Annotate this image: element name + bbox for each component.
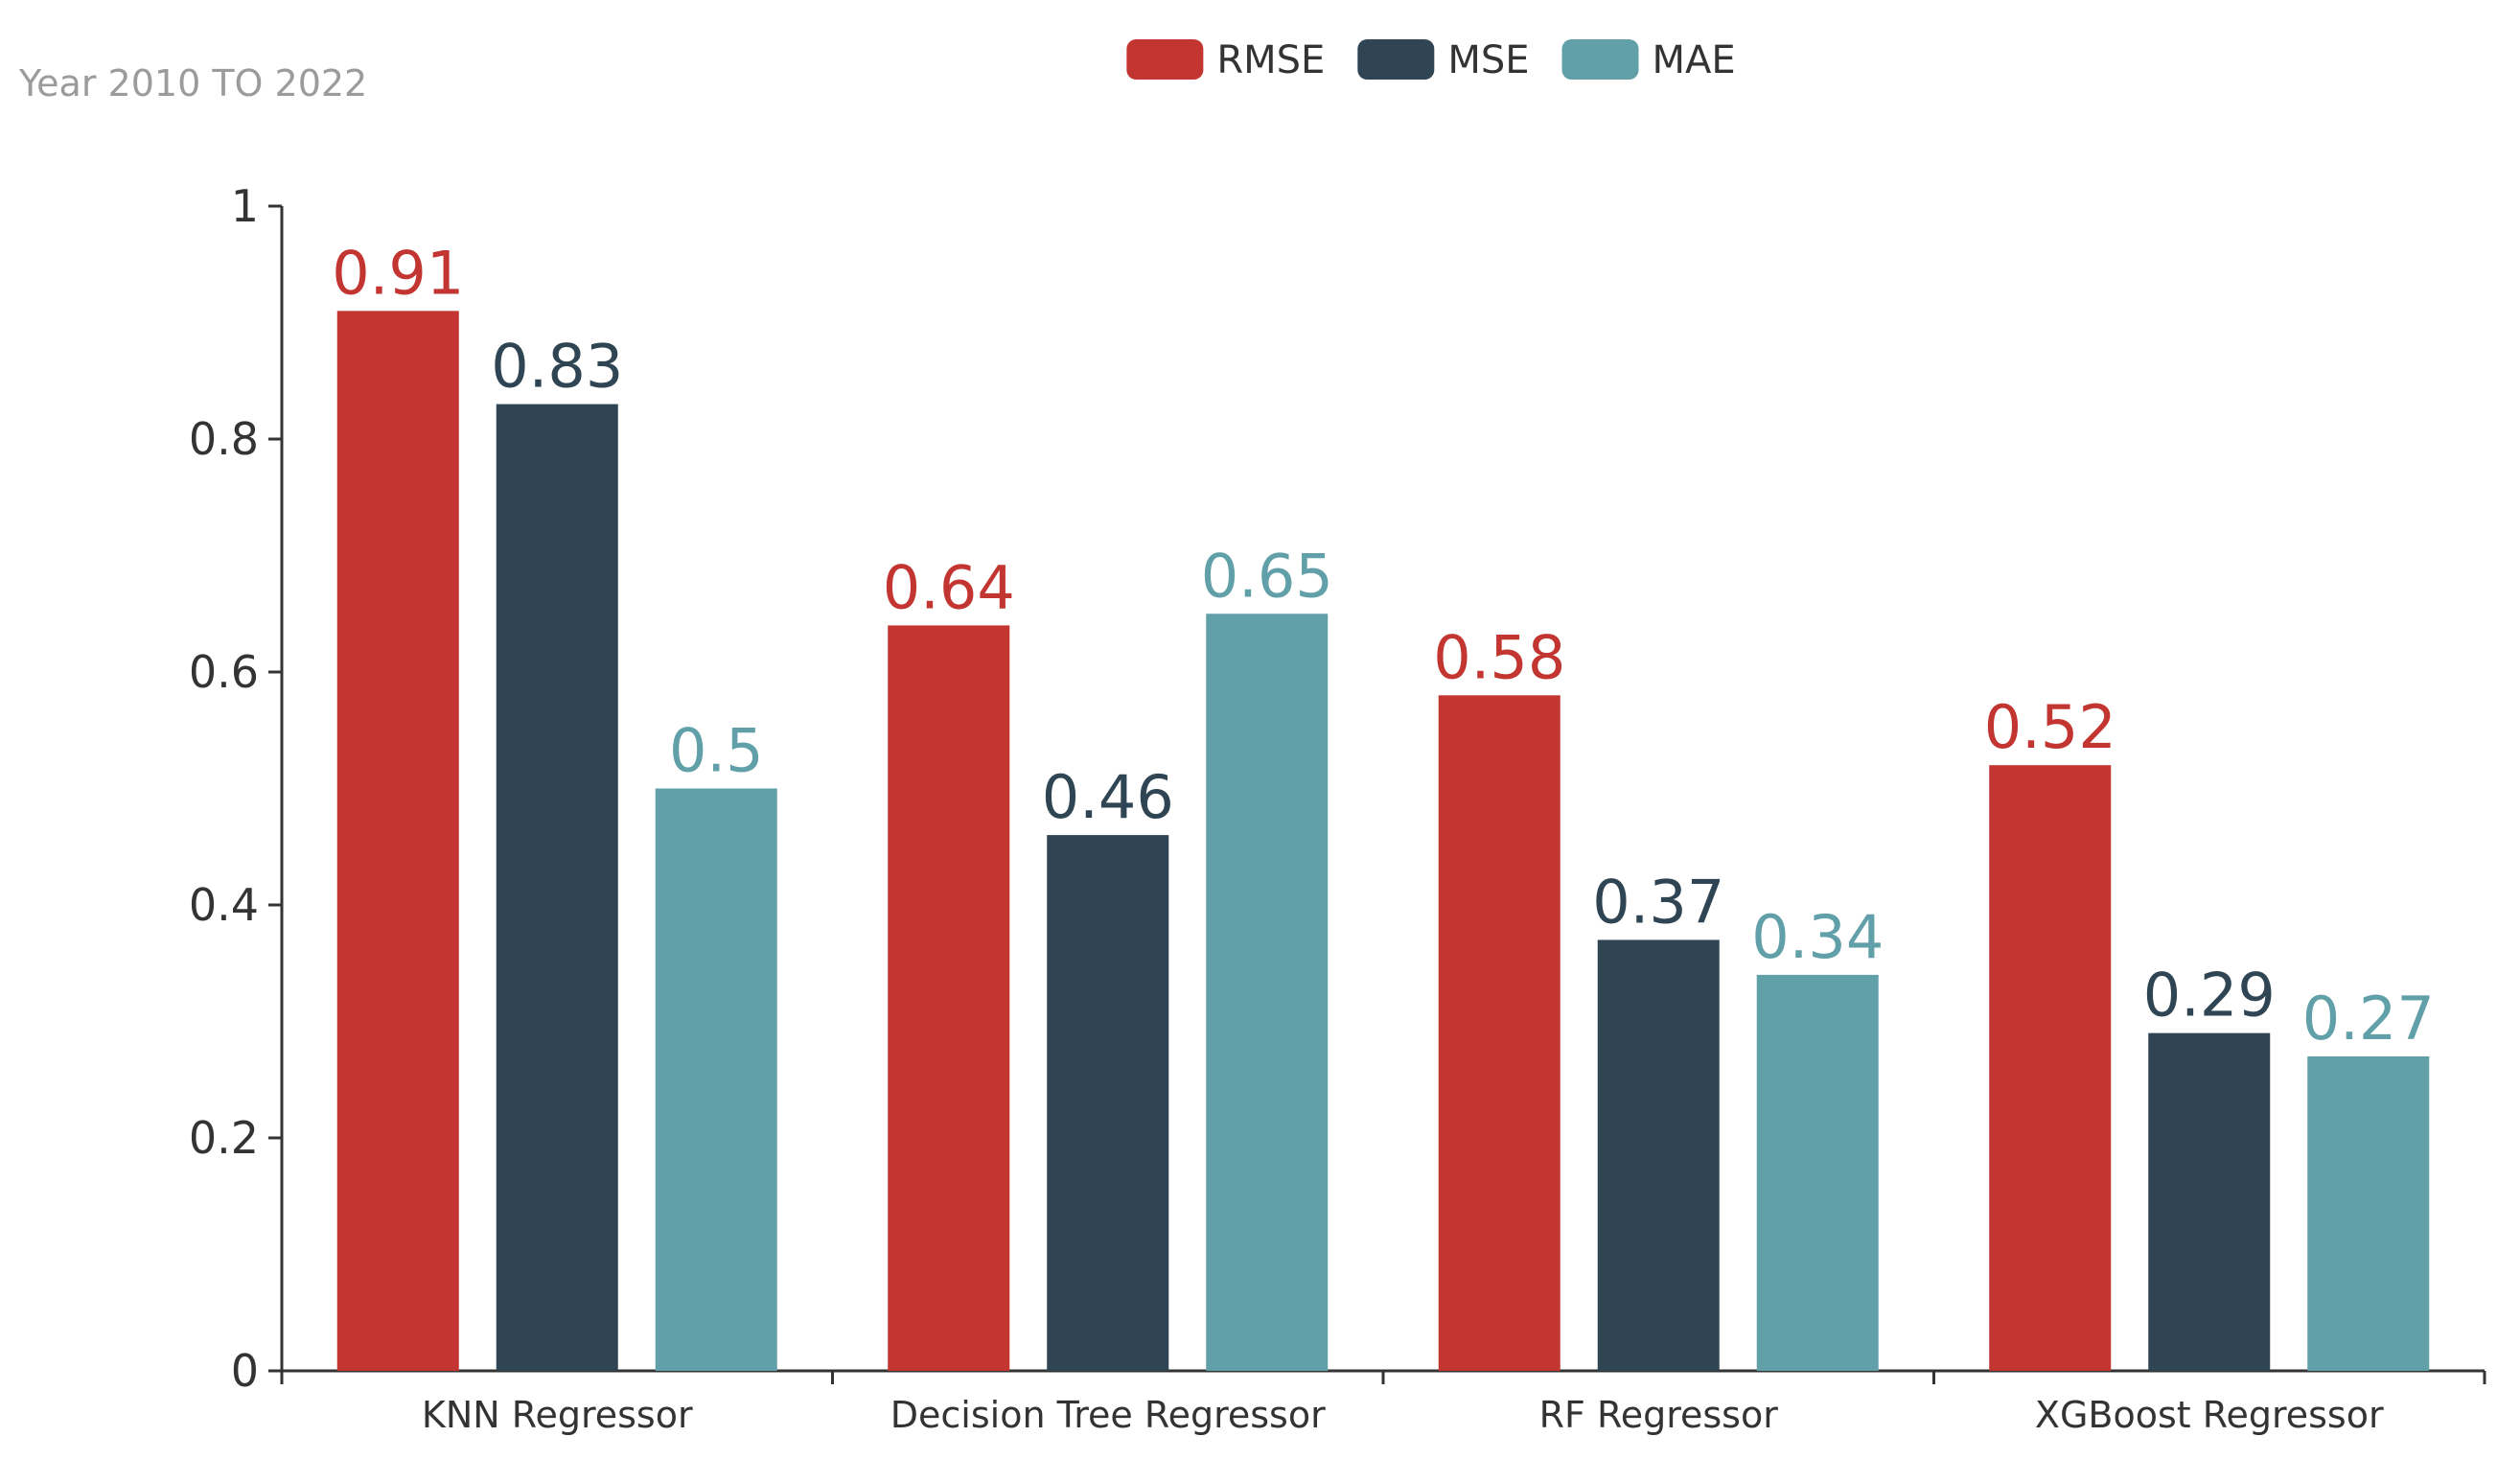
data-label-rmse-knn-regressor: 0.91 [332,238,464,308]
bar-mae-knn-regressor [655,788,777,1371]
x-tick-label-knn-regressor: KNN Regressor [422,1394,693,1436]
x-tick-label-rf-regressor: RF Regressor [1539,1394,1779,1436]
legend: RMSE MSE MAE [1126,38,1736,82]
data-label-mse-rf-regressor: 0.37 [1592,867,1724,937]
bar-mse-xgboost-regressor [2148,1032,2271,1371]
y-tick-label: 1 [231,180,259,232]
data-label-mae-rf-regressor: 0.34 [1751,902,1884,972]
data-label-mae-decision-tree-regressor: 0.65 [1201,541,1333,611]
data-label-mse-decision-tree-regressor: 0.46 [1042,762,1174,832]
bar-mae-rf-regressor [1756,974,1879,1371]
legend-swatch-mse [1357,39,1435,80]
legend-item-mse[interactable]: MSE [1357,38,1530,82]
data-label-mae-xgboost-regressor: 0.27 [2302,984,2435,1054]
x-tick-label-decision-tree-regressor: Decision Tree Regressor [890,1394,1326,1436]
data-label-mse-knn-regressor: 0.83 [491,332,623,402]
y-tick-label: 0.4 [189,879,259,931]
bar-rmse-knn-regressor [336,311,459,1372]
chart-subtitle: Year 2010 TO 2022 [18,62,367,104]
bar-mse-knn-regressor [496,404,618,1371]
y-tick-label: 0.6 [189,646,259,698]
y-tick-label: 0 [231,1345,259,1397]
bar-rmse-decision-tree-regressor [888,625,1010,1371]
legend-swatch-mae [1561,39,1639,80]
bars [336,311,2430,1372]
bar-rmse-xgboost-regressor [1989,765,2112,1371]
bar-mse-decision-tree-regressor [1047,835,1169,1371]
legend-label-rmse: RMSE [1216,38,1325,82]
bar-rmse-rf-regressor [1438,695,1561,1371]
legend-label-mae: MAE [1653,38,1736,82]
x-tick-label-xgboost-regressor: XGBoost Regressor [2035,1394,2384,1436]
legend-swatch-rmse [1126,39,1204,80]
legend-item-mae[interactable]: MAE [1561,38,1736,82]
data-label-rmse-rf-regressor: 0.58 [1433,622,1565,692]
y-axis: 0 0.2 0.4 0.6 0.8 1 [189,180,284,1397]
bar-mae-xgboost-regressor [2307,1055,2430,1371]
data-label-mae-knn-regressor: 0.5 [669,716,764,786]
data-label-mse-xgboost-regressor: 0.29 [2143,961,2276,1031]
y-tick-label: 0.2 [189,1112,259,1164]
value-labels: 0.91 0.83 0.5 0.64 0.46 0.65 0.58 0.37 0.34 0.52 0… [332,238,2435,1054]
data-label-rmse-decision-tree-regressor: 0.64 [883,552,1015,622]
legend-label-mse: MSE [1447,38,1529,82]
y-tick-label: 0.8 [189,413,259,465]
x-axis: KNN Regressor Decision Tree Regressor RF R… [280,1369,2486,1436]
bar-mae-decision-tree-regressor [1206,614,1329,1371]
bar-mse-rf-regressor [1597,939,1720,1371]
legend-item-rmse[interactable]: RMSE [1126,38,1325,82]
data-label-rmse-xgboost-regressor: 0.52 [1984,692,2116,762]
